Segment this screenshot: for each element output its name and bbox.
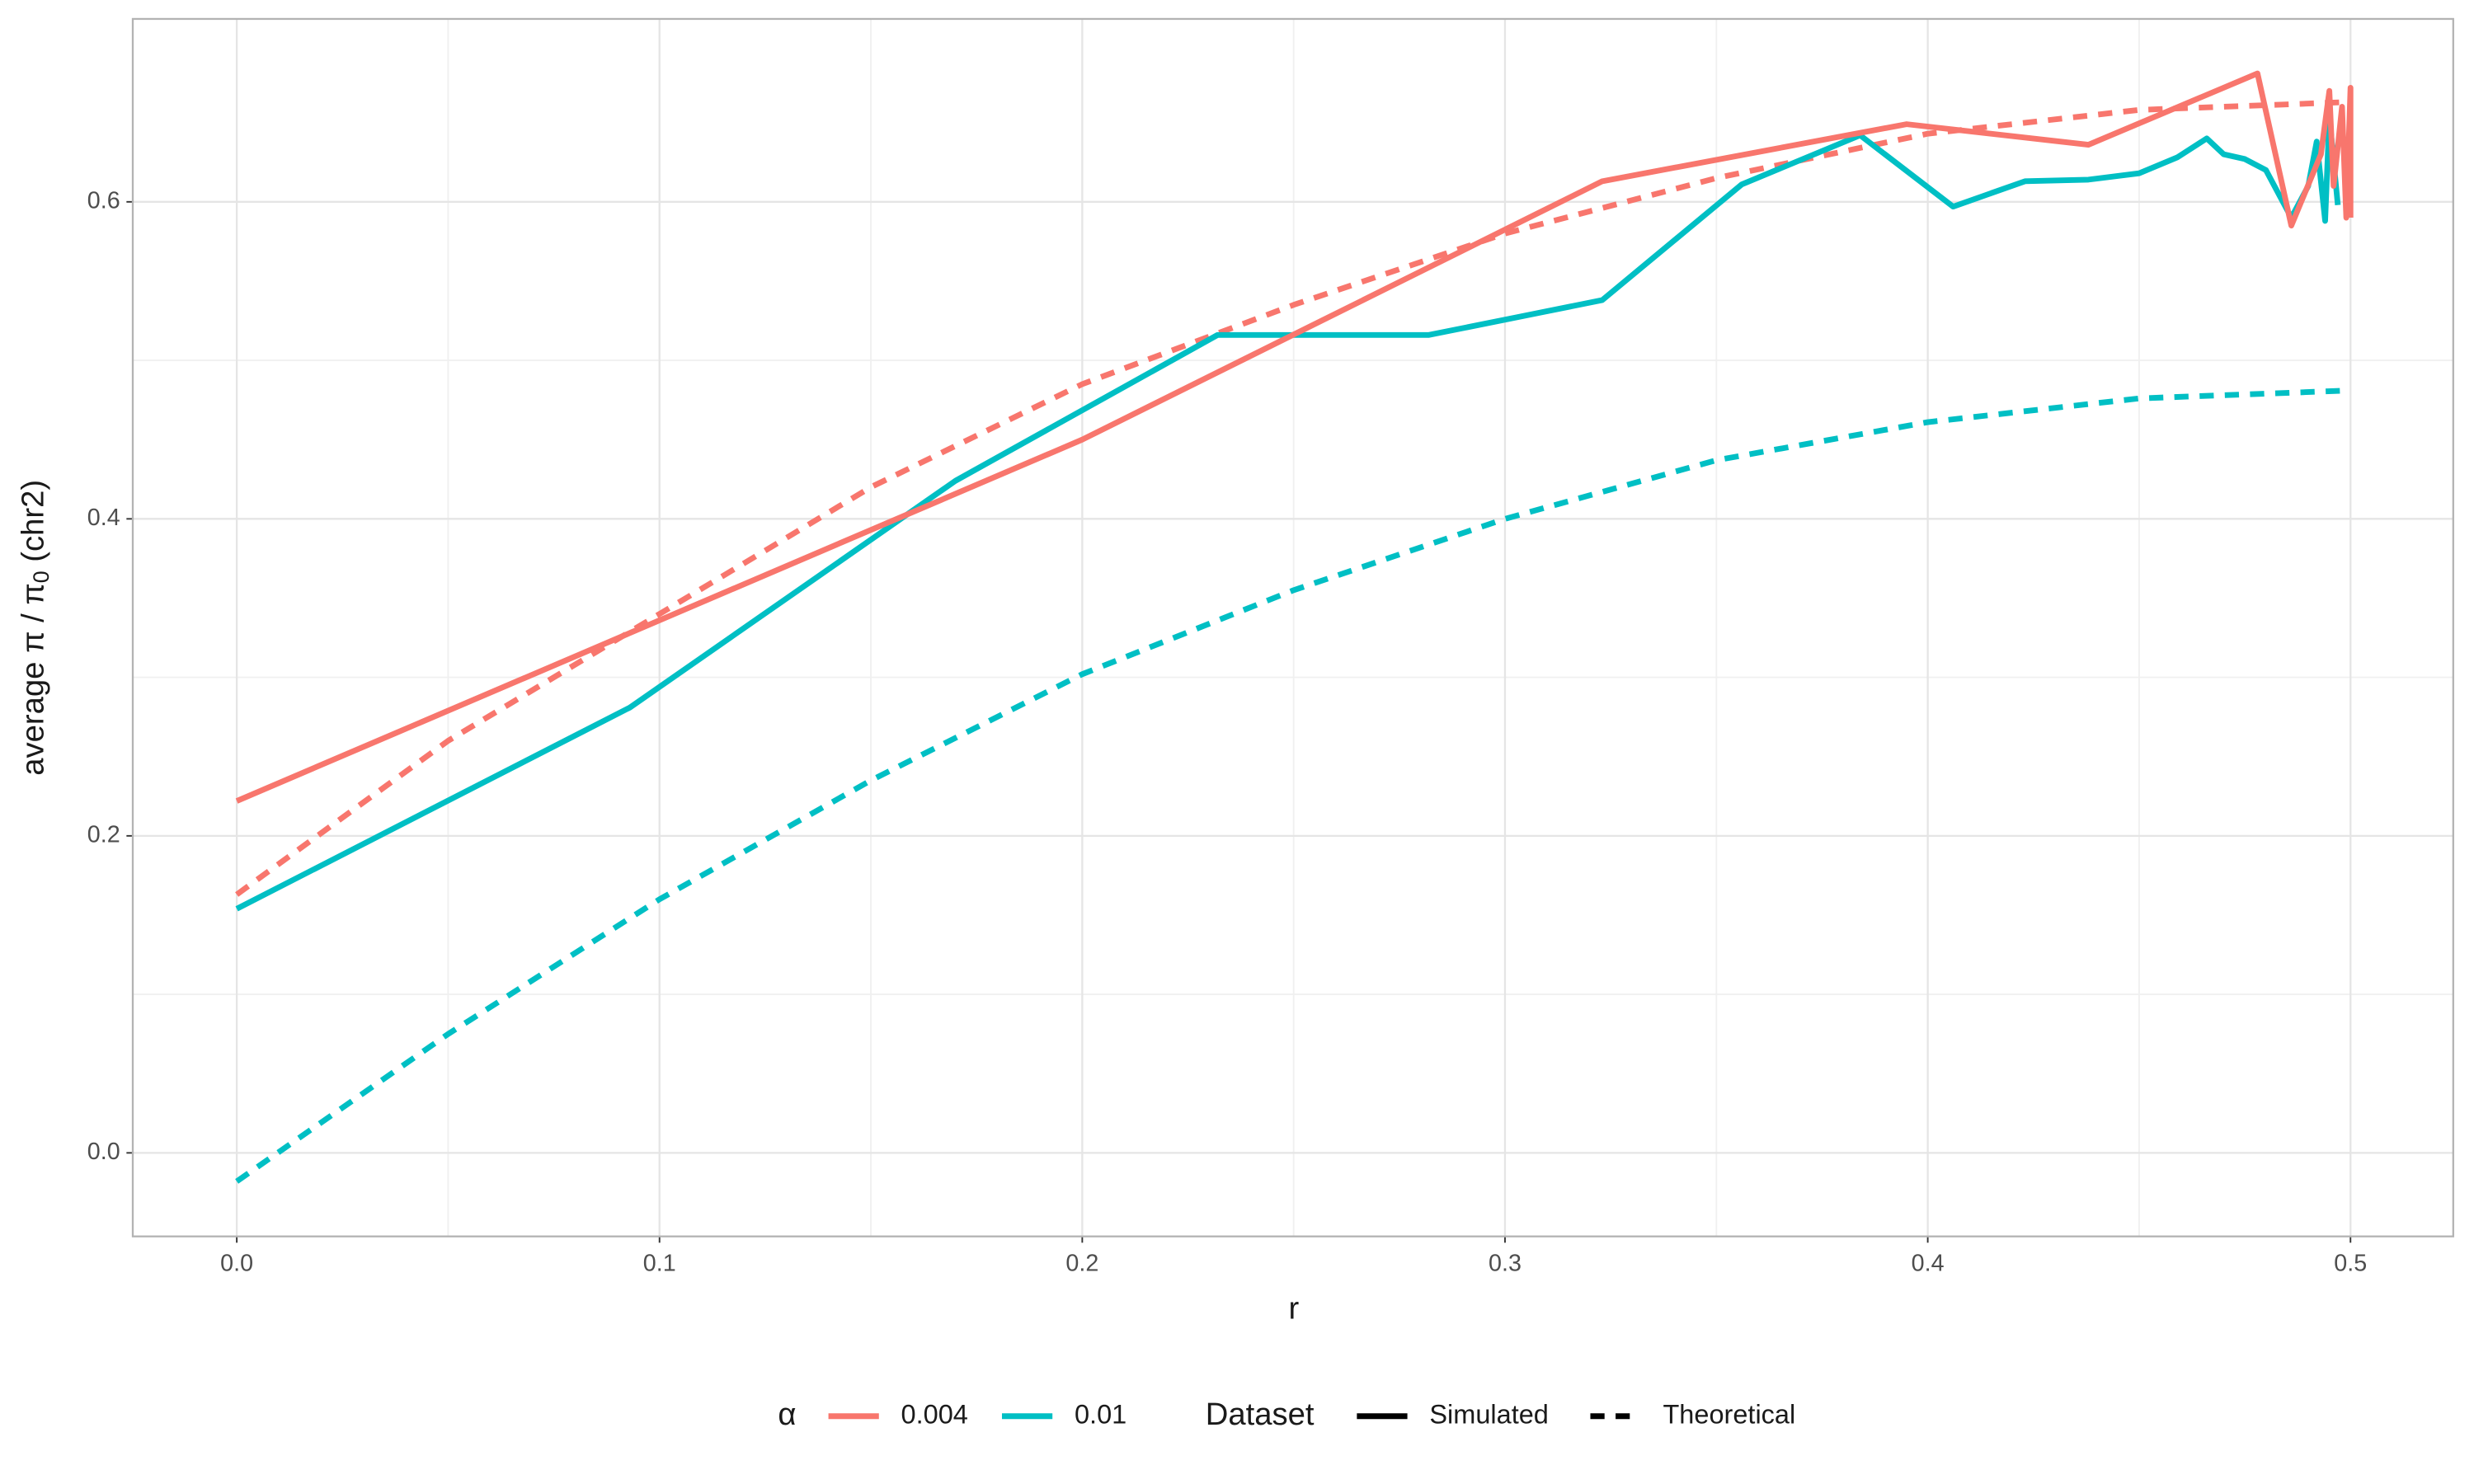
legend-label: Simulated <box>1429 1399 1549 1429</box>
x-tick-label: 0.1 <box>643 1251 676 1277</box>
data-line <box>235 99 2351 897</box>
legend-title: α <box>778 1397 796 1432</box>
y-tick-label: 0.4 <box>87 505 120 531</box>
x-tick-label: 0.2 <box>1065 1251 1098 1277</box>
y-axis-title-main: average π / π <box>16 583 51 776</box>
legend-label: 0.004 <box>901 1399 968 1429</box>
data-line <box>235 70 2354 804</box>
x-axis-title: r <box>1288 1291 1299 1327</box>
x-tick-label: 0.4 <box>1912 1251 1945 1277</box>
y-axis-title-suffix: (chr2) <box>16 480 51 571</box>
y-tick-label: 0.2 <box>87 821 120 848</box>
x-tick-label: 0.5 <box>2334 1251 2367 1277</box>
legend-label: 0.01 <box>1075 1399 1126 1429</box>
legend-label: Theoretical <box>1663 1399 1795 1429</box>
x-tick-label: 0.0 <box>220 1251 253 1277</box>
plot-border <box>131 17 2454 1237</box>
y-tick-label: 0.6 <box>87 187 120 214</box>
y-axis-title: average π / π0 (chr2) <box>16 480 54 776</box>
data-line <box>235 387 2351 1184</box>
x-tick-label: 0.3 <box>1489 1251 1522 1277</box>
legend-title: Dataset <box>1206 1397 1315 1432</box>
y-axis-title-subscript: 0 <box>29 571 54 583</box>
y-tick-label: 0.0 <box>87 1139 120 1165</box>
